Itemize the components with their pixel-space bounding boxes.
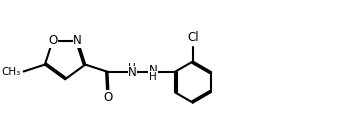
Text: O: O [48, 34, 57, 47]
Text: H: H [149, 72, 157, 82]
Text: N: N [149, 64, 157, 77]
Text: O: O [104, 91, 113, 104]
Text: Cl: Cl [187, 31, 199, 44]
Text: CH₃: CH₃ [2, 67, 21, 77]
Text: H: H [128, 63, 136, 73]
Text: N: N [128, 66, 137, 79]
Text: N: N [73, 34, 82, 47]
